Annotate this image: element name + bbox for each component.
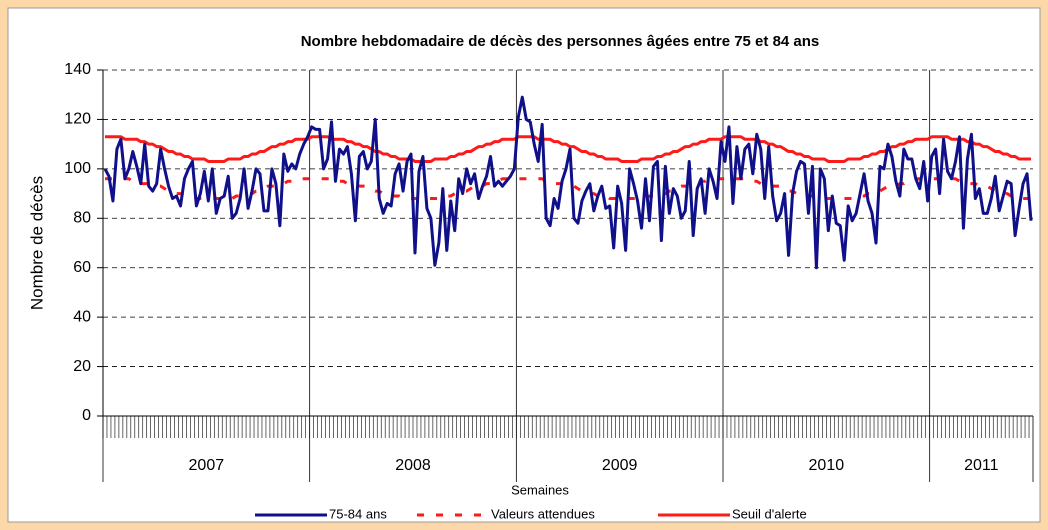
x-axis-label: Semaines [511, 482, 569, 497]
y-tick-label: 60 [73, 259, 91, 276]
chart-panel [7, 7, 1041, 523]
y-tick-label: 100 [64, 160, 91, 177]
y-tick-label: 80 [73, 210, 91, 227]
y-tick-label: 40 [73, 308, 91, 325]
x-group-label: 2008 [395, 457, 431, 474]
y-tick-label: 0 [82, 407, 91, 424]
y-tick-label: 20 [73, 358, 91, 375]
legend-label: 75-84 ans [329, 506, 387, 521]
x-group-label: 2010 [809, 457, 845, 474]
series-line [104, 135, 1032, 163]
y-tick-label: 120 [64, 111, 91, 128]
series-line [103, 95, 1033, 270]
y-tick-label: 140 [64, 61, 91, 78]
y-axis-label: Nombre de décès [27, 176, 46, 310]
legend-label: Seuil d'alerte [732, 506, 807, 521]
x-group-label: 2011 [964, 457, 999, 474]
x-group-label: 2007 [189, 457, 225, 474]
legend-label: Valeurs attendues [491, 506, 595, 521]
chart-title: Nombre hebdomadaire de décès des personn… [301, 33, 820, 50]
x-group-label: 2009 [602, 457, 638, 474]
